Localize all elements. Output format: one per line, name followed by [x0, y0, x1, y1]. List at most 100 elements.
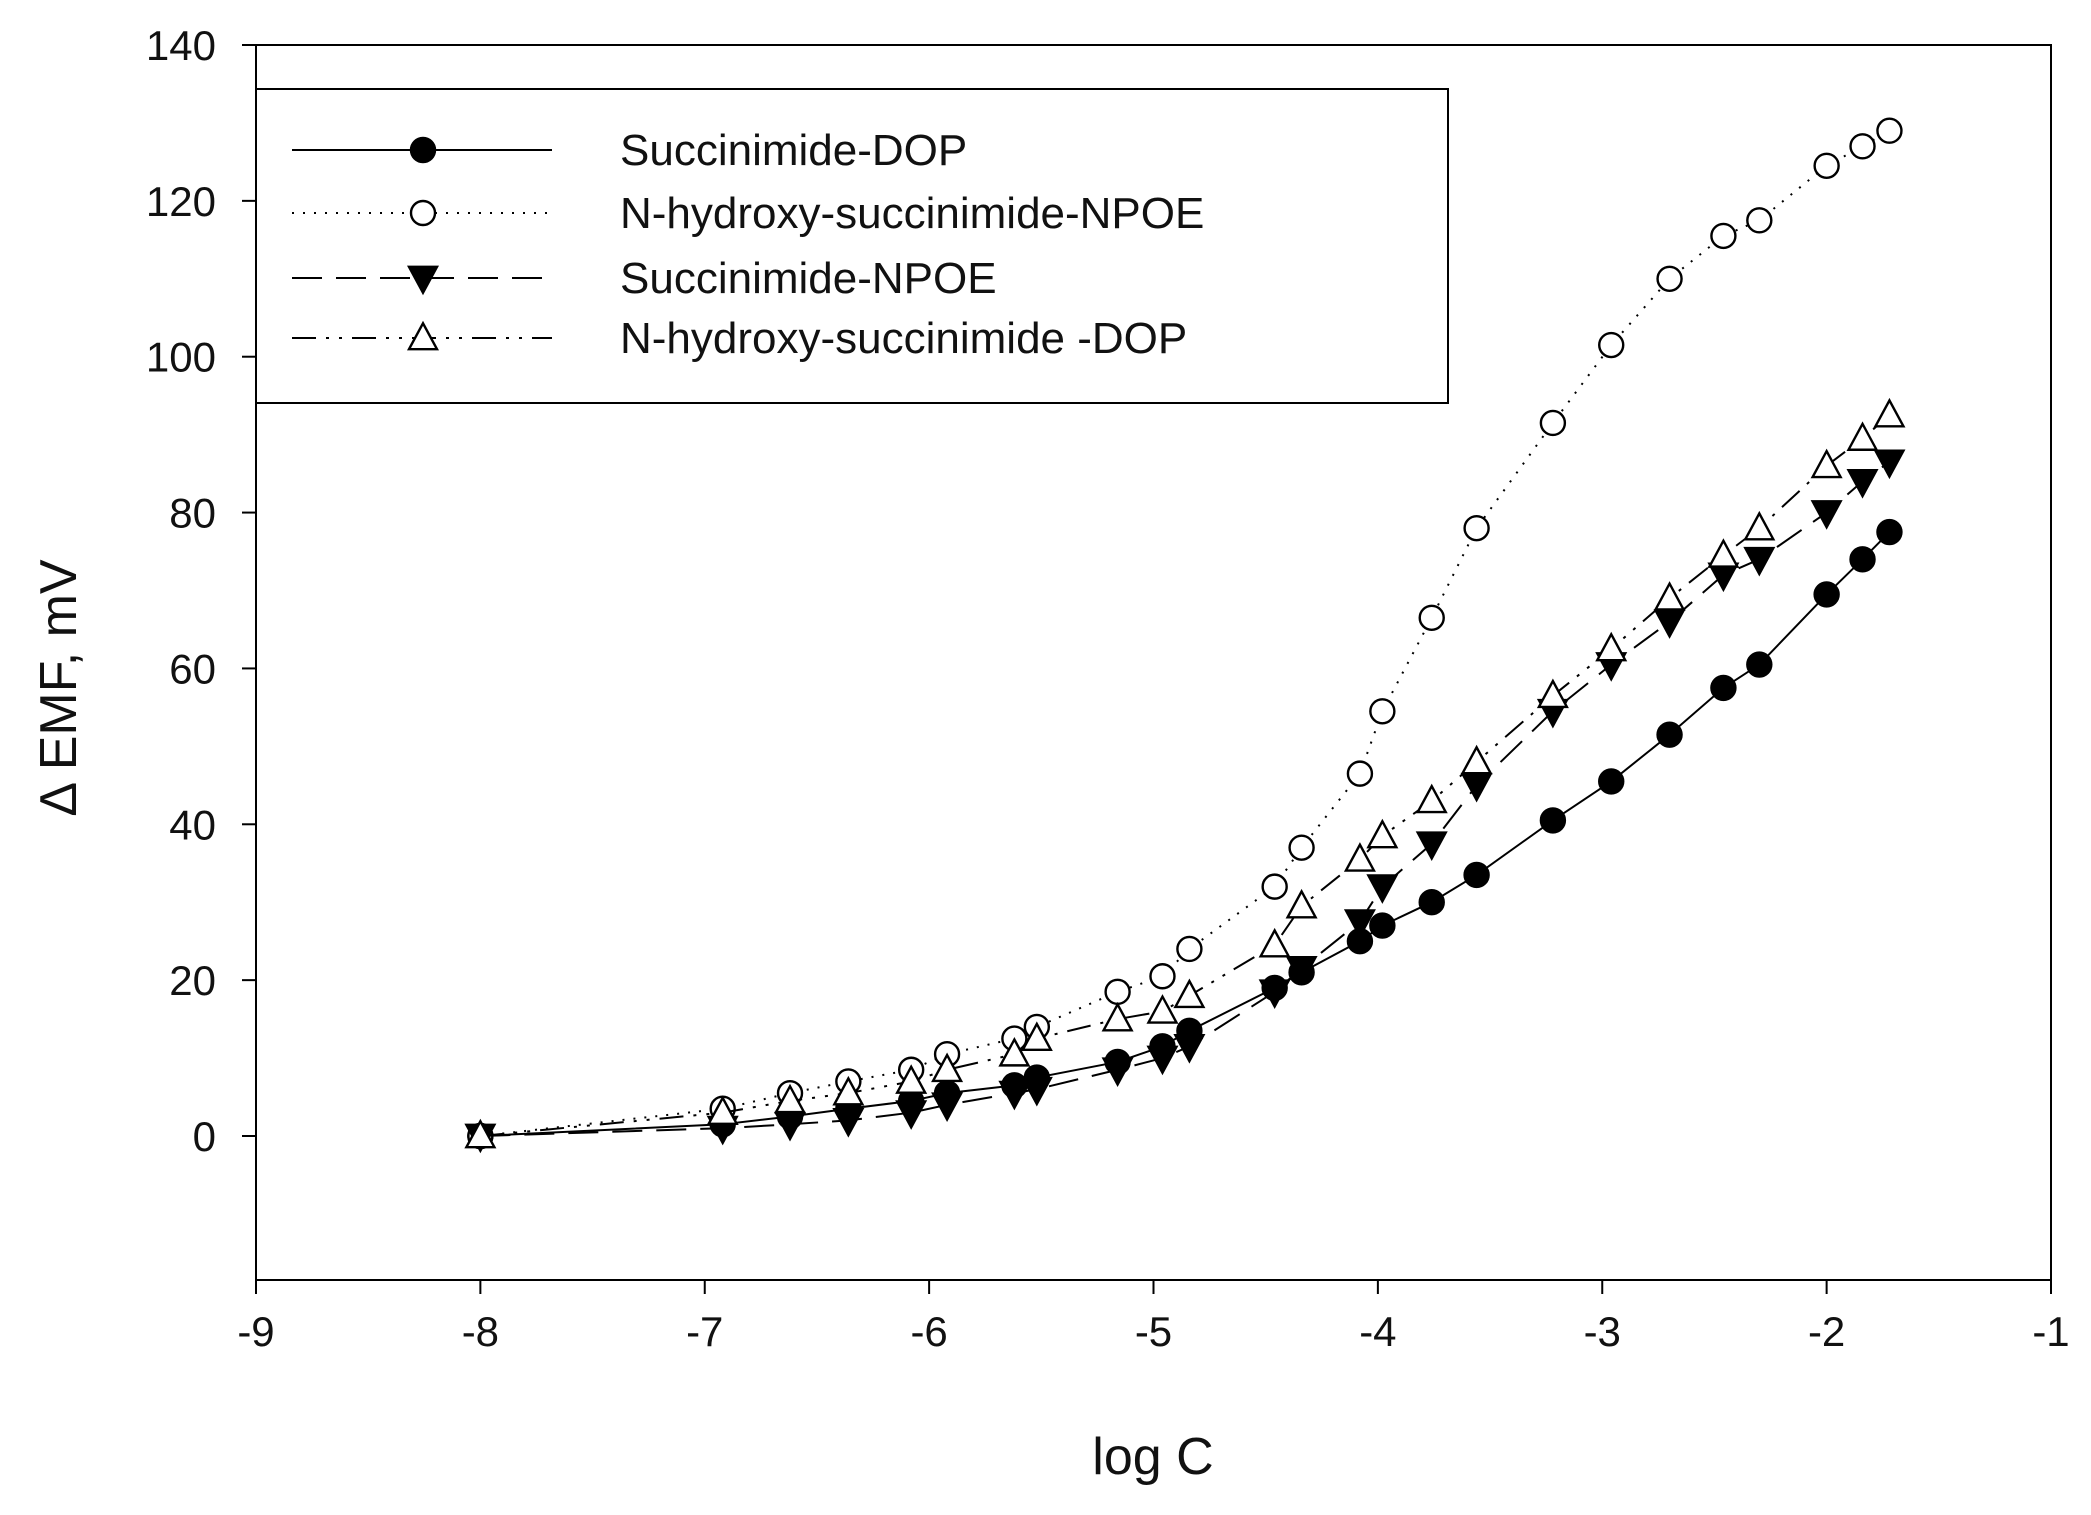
legend-label: Succinimide-DOP [620, 126, 967, 175]
data-point [1707, 538, 1740, 568]
data-point [931, 1092, 964, 1123]
data-point [773, 1083, 807, 1114]
data-point [1463, 861, 1490, 889]
legend-marker [406, 320, 440, 351]
data-point [1460, 744, 1493, 775]
data-point [1258, 927, 1291, 958]
y-tick-label: 20 [169, 957, 216, 1004]
legend-label: N-hydroxy-succinimide-NPOE [620, 189, 1204, 238]
data-point [1366, 818, 1399, 849]
data-point [1710, 674, 1737, 702]
data-point [1539, 807, 1567, 834]
data-point [832, 1108, 865, 1138]
data-point [1846, 469, 1879, 499]
data-point [931, 1052, 964, 1083]
data-point [1743, 546, 1776, 577]
data-point [1418, 889, 1445, 916]
data-point [1415, 831, 1448, 861]
data-point [1176, 935, 1203, 963]
x-tick-label: -7 [686, 1308, 723, 1355]
data-point [1876, 117, 1903, 144]
data-point [1710, 222, 1737, 250]
data-point [1463, 514, 1490, 542]
data-point [1810, 448, 1843, 479]
data-point [1810, 500, 1843, 530]
data-point [1653, 609, 1686, 639]
x-tick-label: -5 [1135, 1308, 1172, 1355]
data-point [832, 1075, 865, 1106]
data-point [773, 1111, 807, 1142]
data-point [1415, 783, 1448, 814]
x-tick-label: -3 [1584, 1308, 1621, 1355]
x-tick-label: -2 [1808, 1308, 1845, 1355]
data-point [895, 1100, 928, 1130]
series-3 [464, 449, 1906, 1154]
data-point [464, 1118, 497, 1149]
data-point [1460, 772, 1493, 803]
legend-entry: N-hydroxy-succinimide -DOP [292, 314, 1187, 363]
x-tick-label: -4 [1359, 1308, 1396, 1355]
series-layer [464, 117, 1906, 1154]
data-point [1285, 956, 1318, 986]
legend-entry: Succinimide-NPOE [292, 254, 997, 303]
y-tick-label: 140 [146, 22, 216, 69]
data-point [1876, 518, 1903, 546]
data-point [1343, 909, 1376, 939]
x-tick-label: -9 [237, 1308, 274, 1355]
data-point [1873, 397, 1906, 428]
legend: Succinimide-DOP N-hydroxy-succinimide-NPO… [255, 88, 1449, 404]
data-point [1743, 510, 1776, 541]
data-point [1146, 994, 1179, 1024]
data-point [1656, 265, 1683, 292]
series-4 [464, 397, 1906, 1149]
data-point [1366, 874, 1399, 904]
data-point [998, 1036, 1031, 1067]
data-point [1813, 581, 1840, 608]
y-tick-label: 120 [146, 178, 216, 225]
data-point [1656, 721, 1683, 748]
data-point [998, 1080, 1031, 1111]
legend-entry: N-hydroxy-succinimide-NPOE [292, 189, 1204, 238]
data-point [1369, 912, 1396, 939]
data-point [1146, 1045, 1179, 1076]
y-tick-label: 100 [146, 334, 216, 381]
data-point [1285, 888, 1318, 919]
data-point [1846, 421, 1879, 451]
data-point [1813, 152, 1840, 179]
data-point [1288, 834, 1315, 861]
data-point [1536, 678, 1569, 709]
x-tick-label: -8 [462, 1308, 499, 1355]
data-point [1101, 1001, 1134, 1032]
data-point [1849, 133, 1876, 160]
data-point [706, 1095, 739, 1126]
data-point [1595, 631, 1628, 662]
legend-label: Succinimide-NPOE [620, 254, 997, 303]
data-point [1849, 546, 1876, 573]
data-point [1020, 1076, 1053, 1107]
data-point [1346, 760, 1374, 787]
legend-marker [406, 265, 440, 296]
data-point [1101, 1057, 1134, 1087]
data-point [1020, 1021, 1053, 1051]
y-axis-title: Δ EMF, mV [30, 559, 88, 817]
y-tick-label: 60 [169, 645, 216, 692]
data-point [1369, 698, 1396, 725]
legend-box [255, 88, 1449, 404]
data-point [1598, 331, 1625, 359]
data-point [895, 1064, 928, 1094]
data-point [1539, 409, 1567, 437]
y-tick-label: 0 [193, 1113, 216, 1160]
data-point [1261, 873, 1288, 900]
data-point [1104, 978, 1131, 1006]
legend-marker [409, 136, 437, 164]
data-point [1258, 979, 1291, 1010]
y-axis: 0 20 40 60 80 100 120 140 [146, 22, 256, 1160]
data-point [1873, 449, 1906, 480]
data-point [1173, 1033, 1206, 1064]
data-point [1746, 651, 1773, 678]
data-point [1418, 604, 1445, 631]
data-point [1343, 842, 1376, 872]
x-tick-label: -6 [910, 1308, 947, 1355]
